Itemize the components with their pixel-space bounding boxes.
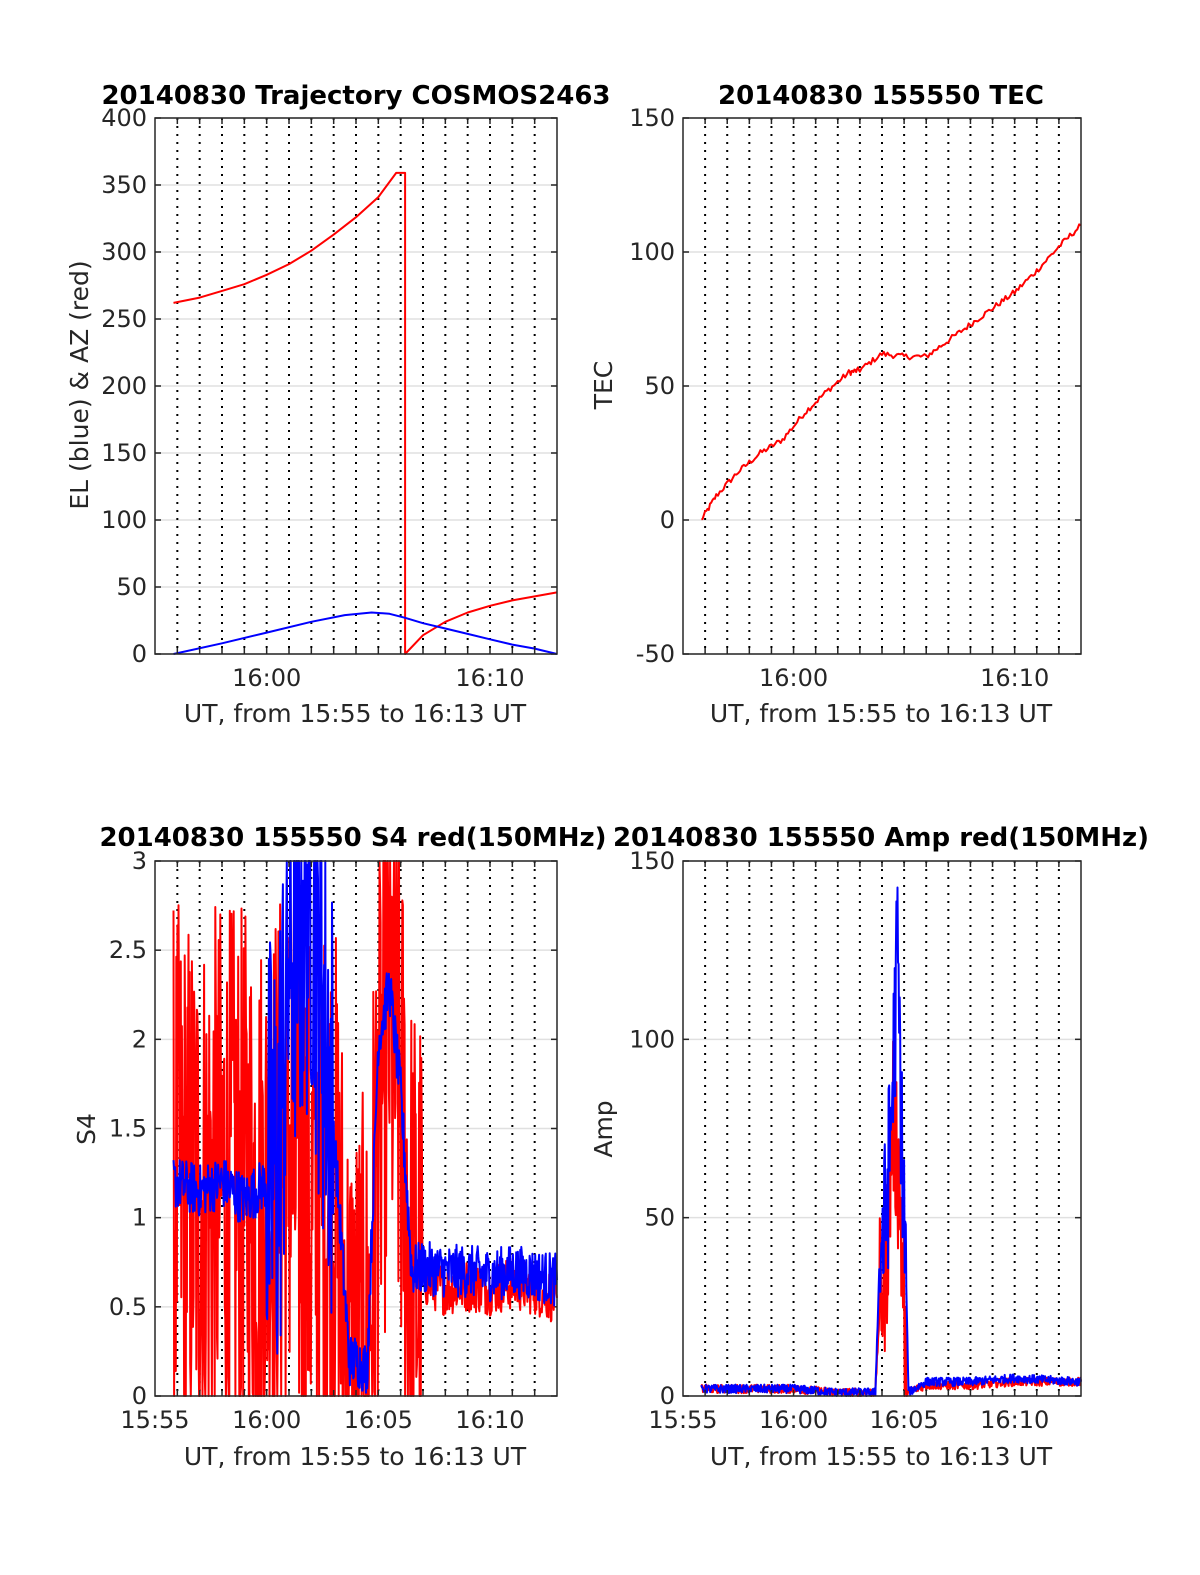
chart-title: 20140830 155550 TEC <box>718 81 1044 111</box>
y-tick-label: 150 <box>629 847 675 875</box>
y-axis-label: S4 <box>72 1113 101 1145</box>
y-axis-label: TEC <box>589 361 618 411</box>
x-tick-label: 16:00 <box>759 664 828 692</box>
chart-title: 20140830 155550 S4 red(150MHz) <box>99 823 606 853</box>
x-tick-label: 16:10 <box>455 1406 524 1434</box>
y-tick-label: 150 <box>629 104 675 132</box>
chart-title: 20140830 155550 Amp red(150MHz) <box>613 823 1149 853</box>
x-tick-label: 16:00 <box>232 664 301 692</box>
x-tick-label: 16:05 <box>344 1406 413 1434</box>
y-tick-label: 0 <box>132 640 147 668</box>
y-tick-label: 2 <box>132 1025 147 1053</box>
x-axis-label: UT, from 15:55 to 16:13 UT <box>184 1442 527 1471</box>
x-tick-label: 16:00 <box>759 1406 828 1434</box>
y-tick-label: 300 <box>101 238 147 266</box>
y-tick-label: 1.5 <box>109 1115 147 1143</box>
y-tick-label: 100 <box>629 238 675 266</box>
y-axis-label: EL (blue) & AZ (red) <box>65 260 94 509</box>
series-line-1 <box>172 860 558 1394</box>
trajectory-panel: 20140830 Trajectory COSMOS2463 UT, from … <box>65 81 611 728</box>
y-tick-label: 400 <box>101 104 147 132</box>
x-axis-label: UT, from 15:55 to 16:13 UT <box>710 699 1053 728</box>
chart-title: 20140830 Trajectory COSMOS2463 <box>101 81 610 111</box>
series-line-0 <box>173 171 558 655</box>
y-tick-label: -50 <box>636 640 675 668</box>
y-tick-label: 250 <box>101 305 147 333</box>
y-tick-label: 350 <box>101 171 147 199</box>
series-line-1 <box>173 611 558 655</box>
x-tick-label: 15:55 <box>648 1406 717 1434</box>
x-tick-label: 16:10 <box>455 664 524 692</box>
y-tick-label: 2.5 <box>109 936 147 964</box>
y-tick-label: 50 <box>644 1204 675 1232</box>
x-tick-label: 15:55 <box>120 1406 189 1434</box>
series-line-0 <box>701 223 1082 521</box>
y-tick-label: 1 <box>132 1204 147 1232</box>
s4-panel: 20140830 155550 S4 red(150MHz) UT, from … <box>72 823 607 1471</box>
y-tick-label: 150 <box>101 439 147 467</box>
x-tick-label: 16:10 <box>980 664 1049 692</box>
x-tick-label: 16:10 <box>980 1406 1049 1434</box>
y-tick-label: 0 <box>132 1382 147 1410</box>
y-axis-label: Amp <box>589 1100 618 1157</box>
y-tick-label: 100 <box>629 1025 675 1053</box>
x-tick-label: 16:00 <box>232 1406 301 1434</box>
y-tick-label: 50 <box>116 573 147 601</box>
y-tick-label: 200 <box>101 372 147 400</box>
y-tick-label: 100 <box>101 506 147 534</box>
x-tick-label: 16:05 <box>870 1406 939 1434</box>
x-axis-label: UT, from 15:55 to 16:13 UT <box>184 699 527 728</box>
amp-panel: 20140830 155550 Amp red(150MHz) UT, from… <box>589 823 1149 1471</box>
y-tick-label: 0.5 <box>109 1293 147 1321</box>
x-axis-label: UT, from 15:55 to 16:13 UT <box>710 1442 1053 1471</box>
series-line-1 <box>700 886 1082 1397</box>
y-tick-label: 0 <box>660 1382 675 1410</box>
y-tick-label: 3 <box>132 847 147 875</box>
y-tick-label: 0 <box>660 506 675 534</box>
tec-panel: 20140830 155550 TEC UT, from 15:55 to 16… <box>589 81 1082 728</box>
y-tick-label: 50 <box>644 372 675 400</box>
